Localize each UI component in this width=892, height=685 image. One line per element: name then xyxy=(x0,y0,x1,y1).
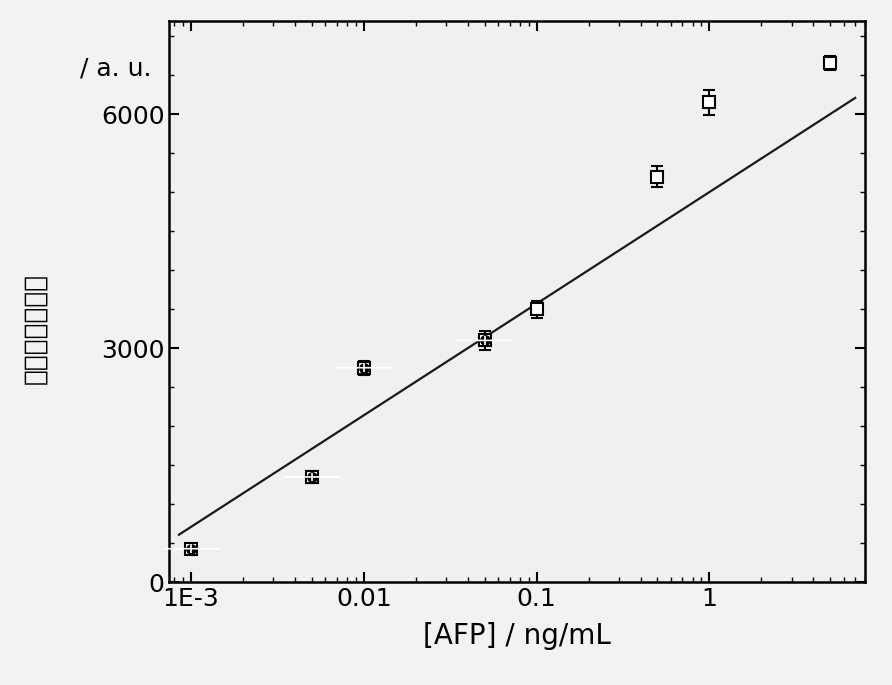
Text: 电化学发光强度: 电化学发光强度 xyxy=(22,273,49,384)
Text: / a. u.: / a. u. xyxy=(80,56,152,81)
X-axis label: [AFP] / ng/mL: [AFP] / ng/mL xyxy=(424,622,611,650)
